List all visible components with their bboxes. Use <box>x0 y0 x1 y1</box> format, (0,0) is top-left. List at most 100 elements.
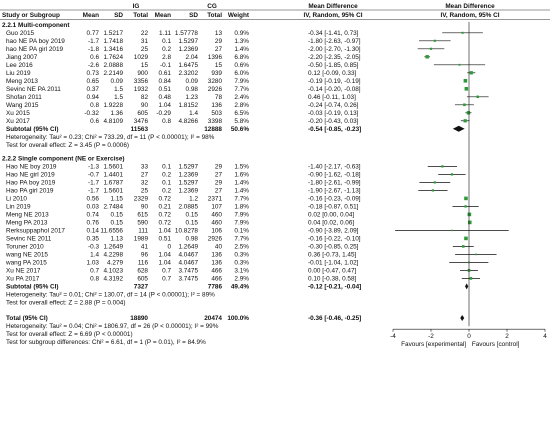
study-0-11-cg-sd: 4.8266 <box>178 118 198 125</box>
study-0-10-ig-sd: 1.36 <box>111 110 124 117</box>
study-1-11-name: wang NE 2015 <box>5 252 48 259</box>
study-1-14-weight: 2.9% <box>234 276 249 283</box>
study-1-9-weight: 7.7% <box>234 236 249 243</box>
study-0-11-ci: -0.20 [-0.43, 0.03] <box>308 118 359 125</box>
study-0-3-cg-sd: 2.04 <box>186 54 199 61</box>
study-0-6-point <box>463 79 468 83</box>
study-0-9-ig-total: 90 <box>141 102 149 109</box>
total-weight: 100.0% <box>227 315 249 322</box>
study-0-3-name: Jiang 2007 <box>6 54 38 61</box>
study-0-10-cg-mean: -0.29 <box>156 110 171 117</box>
study-1-1-ig-mean: -0.7 <box>88 172 99 179</box>
study-1-6-point <box>467 212 472 217</box>
study-0-9-point <box>463 103 466 107</box>
study-0-2-point <box>429 47 433 50</box>
study-1-10-name: Toruner 2010 <box>6 244 44 251</box>
study-1-0-ig-mean: -1.3 <box>88 164 99 171</box>
study-1-7-ci: 0.04 [0.02, 0.06] <box>308 220 354 227</box>
study-1-14-ig-mean: 0.8 <box>90 276 99 283</box>
study-1-1-name: Hao NE girl 2019 <box>6 172 55 179</box>
study-1-11-ig-mean: 1.4 <box>90 252 99 259</box>
header-ig-mean: Mean <box>83 12 99 19</box>
study-0-4-ig-mean: -2.6 <box>88 62 99 69</box>
study-0-3-ig-mean: 0.6 <box>90 54 99 61</box>
study-1-3-ig-total: 25 <box>141 188 149 195</box>
study-0-1-cg-total: 29 <box>215 38 223 45</box>
study-1-11-cg-mean: 1.04 <box>159 252 172 259</box>
header-mean-diff-right: Mean Difference <box>445 3 495 10</box>
study-1-3-cg-sd: 1.2369 <box>178 188 198 195</box>
study-1-4-ig-total: 2329 <box>134 196 149 203</box>
study-1-4-ig-sd: 1.15 <box>111 196 124 203</box>
study-0-6-ci: -0.19 [-0.19, -0.19] <box>308 78 361 85</box>
study-0-0-point <box>461 31 464 34</box>
study-1-13-weight: 3.1% <box>234 268 249 275</box>
study-0-11-point <box>463 119 467 123</box>
study-0-1-name: hao NE PA boy 2019 <box>6 38 65 45</box>
study-1-6-weight: 7.9% <box>234 212 249 219</box>
study-0-11-cg-total: 3398 <box>208 118 223 125</box>
subgroup-1-overall-test: Test for overall effect: Z = 2.88 (P = 0… <box>6 300 125 307</box>
study-1-2-weight: 1.4% <box>234 180 249 187</box>
study-1-4-ig-mean: 0.56 <box>87 196 100 203</box>
study-0-2-cg-sd: 1.2369 <box>178 46 198 53</box>
study-0-7-ig-mean: 0.37 <box>87 86 100 93</box>
study-1-3-ci: -1.90 [-2.67, -1.13] <box>308 188 361 195</box>
study-0-10-cg-total: 503 <box>211 110 222 117</box>
study-1-7-cg-total: 460 <box>211 220 222 227</box>
footer-line-2: Test for subgroup differences: Chi² = 6.… <box>6 339 206 346</box>
total-diamond <box>460 315 465 321</box>
study-1-8-name: Rerksuppaphol 2017 <box>6 228 65 235</box>
study-1-1-ci: -0.90 [-1.62, -0.18] <box>308 172 361 179</box>
study-0-1-cg-sd: 1.5297 <box>178 38 198 45</box>
study-1-0-cg-total: 29 <box>215 164 223 171</box>
study-1-9-point <box>464 236 468 241</box>
study-1-2-ci: -1.80 [-2.61, -0.99] <box>308 180 361 187</box>
study-1-8-ci: -0.90 [-3.89, 2.09] <box>308 228 359 235</box>
study-1-3-weight: 1.4% <box>234 188 249 195</box>
study-0-7-ig-sd: 1.5 <box>114 86 123 93</box>
study-0-5-point <box>469 71 473 75</box>
study-1-3-ig-mean: -1.7 <box>88 188 99 195</box>
study-1-8-cg-mean: 1.04 <box>159 228 172 235</box>
study-1-14-cg-sd: 3.7475 <box>178 276 198 283</box>
study-0-0-ig-sd: 1.5217 <box>103 30 123 37</box>
study-0-1-weight: 1.3% <box>234 38 249 45</box>
study-1-7-ig-sd: 0.15 <box>111 220 124 227</box>
subgroup-1-subtotal-weight: 49.4% <box>231 284 249 291</box>
study-1-10-ig-total: 41 <box>141 244 149 251</box>
study-1-5-ig-total: 90 <box>141 204 149 211</box>
study-0-3-ig-sd: 1.7624 <box>103 54 123 61</box>
footer-line-0: Heterogeneity: Tau² = 0.04; Chi² = 1806.… <box>6 323 219 330</box>
header-effect-sub-right: IV, Random, 95% CI <box>440 12 499 19</box>
study-0-5-ci: 0.12 [-0.09, 0.33] <box>308 70 357 77</box>
study-0-6-name: Meng 2013 <box>6 78 38 85</box>
study-1-14-ig-sd: 4.3192 <box>103 276 123 283</box>
study-1-9-ci: -0.16 [-0.22, -0.10] <box>308 236 361 243</box>
study-1-8-point <box>451 229 453 232</box>
study-0-1-ig-total: 31 <box>141 38 149 45</box>
header-cg-total: Total <box>207 12 222 19</box>
study-0-11-ig-total: 3476 <box>134 118 149 125</box>
study-1-9-cg-sd: 0.98 <box>186 236 199 243</box>
header-mean-diff-left: Mean Difference <box>308 3 358 10</box>
study-1-6-ig-mean: 0.74 <box>87 212 100 219</box>
x-tick-label-2: 0 <box>467 333 471 340</box>
study-1-8-cg-total: 106 <box>211 228 222 235</box>
study-0-3-cg-total: 1396 <box>208 54 223 61</box>
study-1-13-cg-mean: 0.7 <box>162 268 171 275</box>
study-1-5-point <box>464 205 467 208</box>
study-1-12-name: wang PA 2015 <box>5 260 47 267</box>
study-1-4-name: Li 2010 <box>6 196 27 203</box>
header-effect-sub-left: IV, Random, 95% CI <box>303 12 362 19</box>
study-0-2-ig-total: 25 <box>141 46 149 53</box>
study-0-10-cg-sd: 1.4 <box>189 110 198 117</box>
study-0-9-name: Wang 2015 <box>6 102 39 109</box>
study-1-5-ig-sd: 2.7484 <box>103 204 123 211</box>
study-0-3-cg-mean: 2.8 <box>162 54 171 61</box>
study-1-4-cg-sd: 1.2 <box>189 196 198 203</box>
header-ig-sd: SD <box>114 12 123 19</box>
study-1-4-point <box>464 196 468 201</box>
study-1-0-ig-total: 33 <box>141 164 149 171</box>
